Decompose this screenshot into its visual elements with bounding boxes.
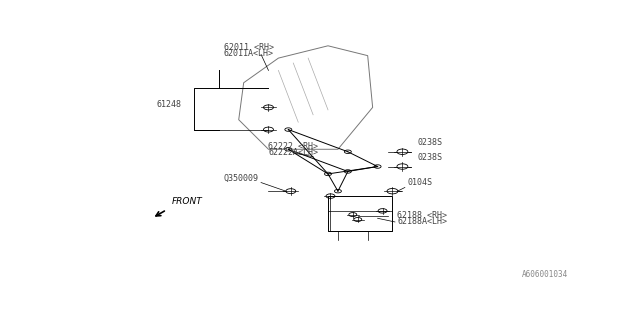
Circle shape [285, 128, 292, 131]
Circle shape [344, 150, 351, 154]
Text: 62011A<LH>: 62011A<LH> [224, 49, 274, 58]
Text: 0238S: 0238S [417, 138, 442, 147]
Text: 62188A<LH>: 62188A<LH> [397, 217, 447, 226]
Circle shape [324, 172, 332, 176]
Text: 61248: 61248 [157, 100, 182, 108]
Circle shape [285, 148, 292, 151]
Circle shape [374, 165, 381, 168]
Text: 62011 <RH>: 62011 <RH> [224, 43, 274, 52]
Bar [328, 196, 392, 231]
Text: FRONT: FRONT [172, 197, 202, 206]
Text: 62188 <RH>: 62188 <RH> [397, 211, 447, 220]
Circle shape [335, 189, 341, 193]
Text: 62222A<LH>: 62222A<LH> [269, 148, 319, 157]
Text: 0238S: 0238S [417, 153, 442, 162]
Text: A606001034: A606001034 [522, 270, 568, 279]
Text: 0104S: 0104S [408, 179, 433, 188]
Text: Q350009: Q350009 [224, 173, 259, 182]
Circle shape [344, 170, 351, 173]
Text: 62222 <RH>: 62222 <RH> [269, 141, 319, 150]
